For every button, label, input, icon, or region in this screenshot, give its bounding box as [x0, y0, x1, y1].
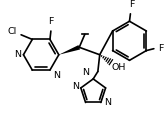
Text: Cl: Cl [7, 27, 16, 36]
Text: OH: OH [112, 63, 126, 72]
Polygon shape [59, 45, 80, 55]
Text: N: N [15, 50, 22, 59]
Text: F: F [48, 17, 54, 26]
Text: N: N [104, 98, 111, 107]
Text: N: N [53, 71, 60, 80]
Text: F: F [129, 0, 134, 9]
Text: N: N [82, 68, 89, 77]
Text: N: N [72, 82, 79, 91]
Text: F: F [159, 44, 164, 53]
